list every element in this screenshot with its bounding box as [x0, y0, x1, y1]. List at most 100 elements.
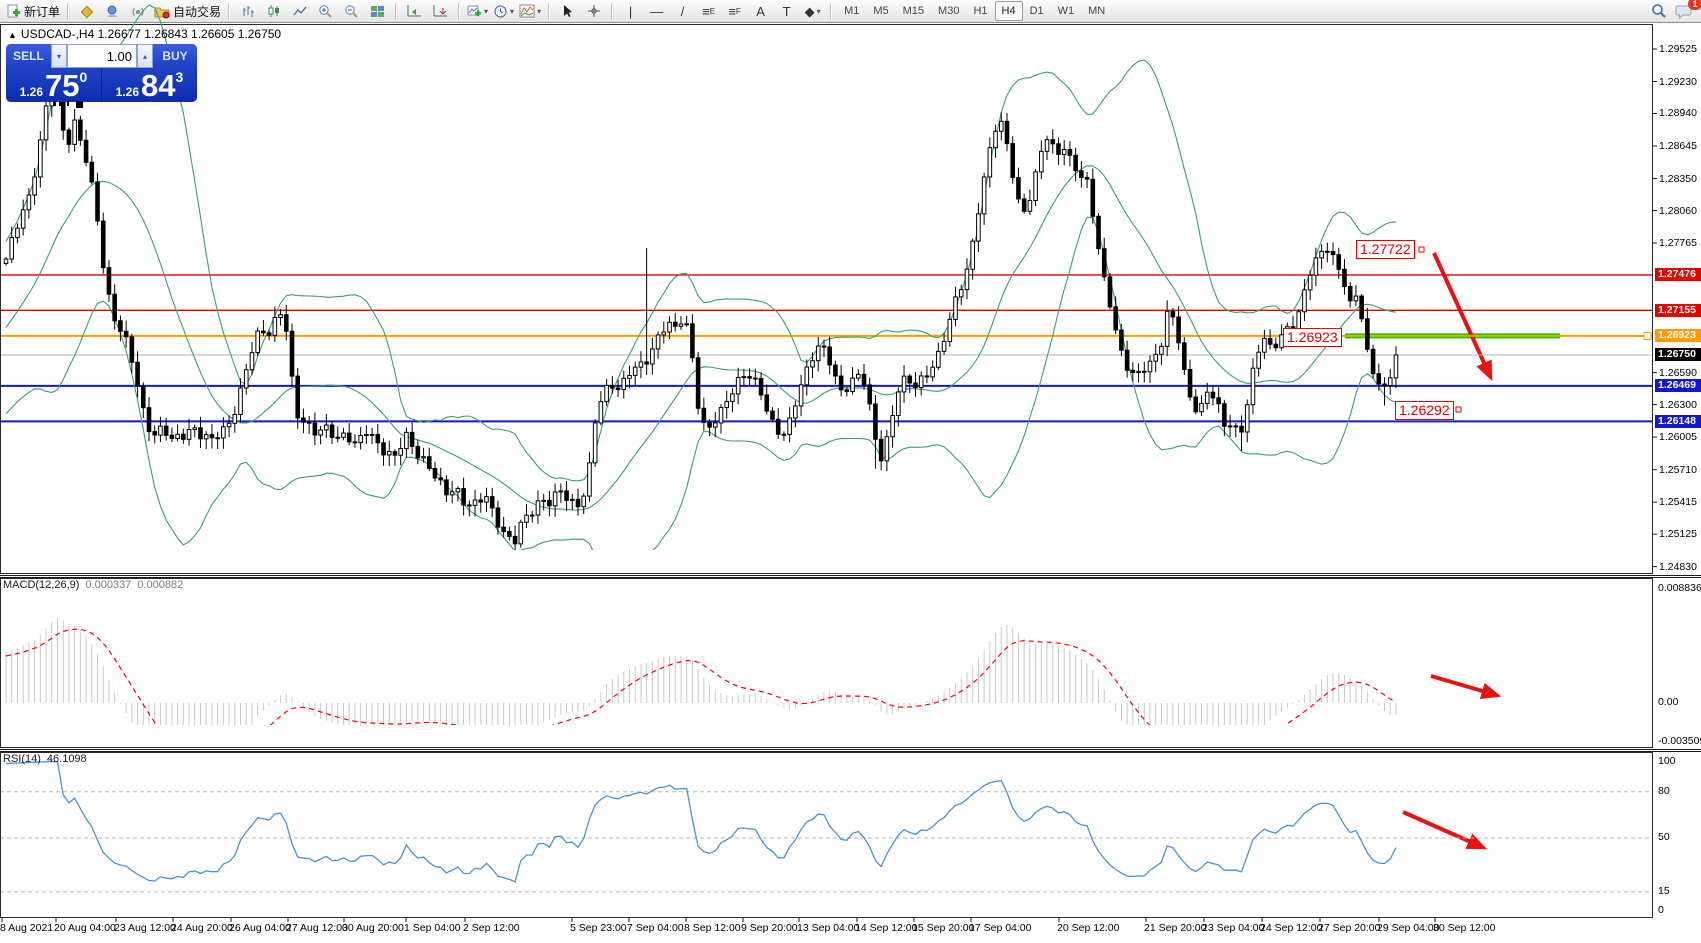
- cursor-button[interactable]: [555, 2, 580, 21]
- buy-price-pip: 3: [175, 69, 184, 85]
- buy-button[interactable]: BUY: [153, 44, 197, 68]
- market-watch-button[interactable]: [74, 2, 99, 21]
- price-axis-label: 1.27765: [1659, 237, 1697, 250]
- timeframe-button-m15[interactable]: M15: [902, 5, 925, 17]
- separator: [228, 2, 231, 20]
- macd-axis-label: 0.008836: [1658, 582, 1701, 594]
- volume-increase-button[interactable]: ▴: [137, 44, 153, 68]
- time-axis-label: 27 Aug 12:00: [286, 922, 348, 934]
- timeframe-button-mn[interactable]: MN: [1088, 5, 1106, 17]
- one-click-trading-panel: SELL ▾ ▴ BUY 1.26750 1.26843: [6, 44, 197, 102]
- trend-arrow-macd[interactable]: [1430, 674, 1502, 700]
- bollinger-upper: [5, 4, 1397, 482]
- notifications-icon[interactable]: 1: [1672, 0, 1701, 21]
- line-chart-button[interactable]: [287, 2, 312, 21]
- hline-handle[interactable]: [1643, 331, 1652, 340]
- new-chart-icon: [467, 5, 482, 17]
- annotation-level-1-26923[interactable]: 1.26923: [1283, 328, 1342, 347]
- drawing-toolbar: | — / ≡ E ≡ F A T ◆ ▾: [618, 2, 825, 21]
- time-axis-label: 7 Sep 04:00: [627, 922, 684, 934]
- separator: [611, 2, 614, 20]
- macd-plot: [5, 618, 1397, 725]
- rsi-value: 46.1098: [46, 753, 87, 765]
- timeframe-button-m5[interactable]: M5: [873, 5, 889, 17]
- tile-windows-icon: [371, 5, 385, 17]
- trend-arrow-rsi[interactable]: [1402, 810, 1488, 850]
- buy-price-big: 84: [141, 68, 176, 103]
- macd-signal-line: [5, 628, 1397, 725]
- trendline-tool[interactable]: /: [680, 3, 685, 19]
- annotation-high-1-27722[interactable]: 1.27722: [1356, 240, 1415, 259]
- chart-shift-button[interactable]: [402, 2, 427, 21]
- trend-arrow-main[interactable]: [1432, 252, 1493, 382]
- annotation-low-1-26292-anchor[interactable]: [1455, 406, 1462, 413]
- auto-scroll-button[interactable]: [428, 2, 453, 21]
- chart-window[interactable]: ▲ USDCAD-,H4 1.26677 1.26843 1.26605 1.26…: [0, 4, 1701, 943]
- rsi-axis-label: 50: [1658, 831, 1670, 843]
- zoom-in-button[interactable]: [313, 2, 338, 21]
- chart-canvas[interactable]: [0, 4, 1701, 943]
- crosshair-button[interactable]: [581, 2, 606, 21]
- candlestick-chart-button[interactable]: [261, 2, 286, 21]
- auto-trading-button[interactable]: 自动交易: [152, 2, 223, 21]
- bollinger-middle: [5, 165, 1397, 511]
- timeframe-button-m30[interactable]: M30: [938, 5, 960, 17]
- rsi-panel-border: [0, 752, 1653, 918]
- buy-price[interactable]: 1.26 84 3: [102, 68, 197, 102]
- text-tool[interactable]: A: [756, 3, 765, 19]
- new-chart-button[interactable]: ▾: [465, 2, 490, 21]
- time-axis-label: 8 Aug 2021: [0, 922, 54, 934]
- main-plot: [1, 4, 1652, 550]
- time-axis-label: 2 Sep 12:00: [463, 922, 520, 934]
- new-order-button[interactable]: 新订单: [4, 2, 62, 21]
- object-anchor-marks[interactable]: [54, 101, 83, 108]
- timeframe-button-w1[interactable]: W1: [1057, 5, 1075, 17]
- price-axis-label: 1.25710: [1659, 463, 1697, 476]
- time-axis-label: 24 Aug 20:00: [171, 922, 233, 934]
- arrows-tool[interactable]: ◆ ▾: [804, 3, 821, 19]
- rsi-axis-label: 15: [1658, 885, 1670, 897]
- zoom-out-button[interactable]: [339, 2, 364, 21]
- fibonacci-tool[interactable]: ≡ F: [728, 3, 741, 19]
- price-axis-label: 1.26300: [1659, 398, 1697, 411]
- periods-button[interactable]: ▾: [491, 2, 516, 21]
- price-axis-label: 1.29230: [1659, 75, 1697, 88]
- price-axis-label: 1.29525: [1659, 43, 1697, 55]
- price-axis-label: 1.28060: [1659, 204, 1697, 217]
- tile-windows-button[interactable]: [365, 2, 390, 21]
- market-watch-icon: [80, 5, 94, 18]
- bar-chart-button[interactable]: [235, 2, 260, 21]
- annotation-high-1-27722-anchor[interactable]: [1418, 246, 1425, 253]
- search-icon[interactable]: [1646, 2, 1671, 21]
- price-axis-label: 1.26005: [1659, 431, 1697, 444]
- label-tool[interactable]: T: [782, 3, 791, 19]
- separator: [548, 2, 551, 20]
- chart-ohlc-line: ▲ USDCAD-,H4 1.26677 1.26843 1.26605 1.26…: [8, 27, 281, 41]
- timeframe-button-d1[interactable]: D1: [1029, 5, 1044, 17]
- time-axis-label: 1 Sep 04:00: [404, 922, 461, 934]
- timeframe-button-m1[interactable]: M1: [844, 5, 860, 17]
- timeframe-button-h1[interactable]: H1: [973, 5, 988, 17]
- candlestick-series: [3, 49, 1399, 550]
- chart-shift-icon: [407, 5, 422, 17]
- annotation-low-1-26292[interactable]: 1.26292: [1395, 401, 1454, 420]
- sell-button[interactable]: SELL: [6, 44, 51, 68]
- vertical-line-tool[interactable]: |: [628, 3, 633, 19]
- volume-input[interactable]: [67, 44, 137, 68]
- toolbar: 新订单 自动交易: [0, 0, 1701, 23]
- price-badge-1.26923: 1.26923: [1655, 329, 1701, 343]
- price-axis-label: 1.24830: [1659, 560, 1697, 573]
- timeframe-button-h4[interactable]: H4: [994, 1, 1023, 21]
- indicators-button[interactable]: ▾: [517, 2, 543, 21]
- auto-trading-label: 自动交易: [173, 4, 222, 19]
- community-button[interactable]: [100, 2, 125, 21]
- horizontal-line-tool[interactable]: —: [650, 3, 664, 19]
- price-axis-label: 1.28645: [1659, 140, 1697, 153]
- clock-icon: [494, 5, 507, 17]
- time-axis-label: 17 Sep 04:00: [969, 922, 1032, 934]
- time-axis-label: 24 Sep 12:00: [1260, 922, 1323, 934]
- sell-price[interactable]: 1.26 75 0: [6, 68, 102, 102]
- channel-tool[interactable]: ≡ E: [702, 3, 716, 19]
- volume-decrease-button[interactable]: ▾: [51, 44, 67, 68]
